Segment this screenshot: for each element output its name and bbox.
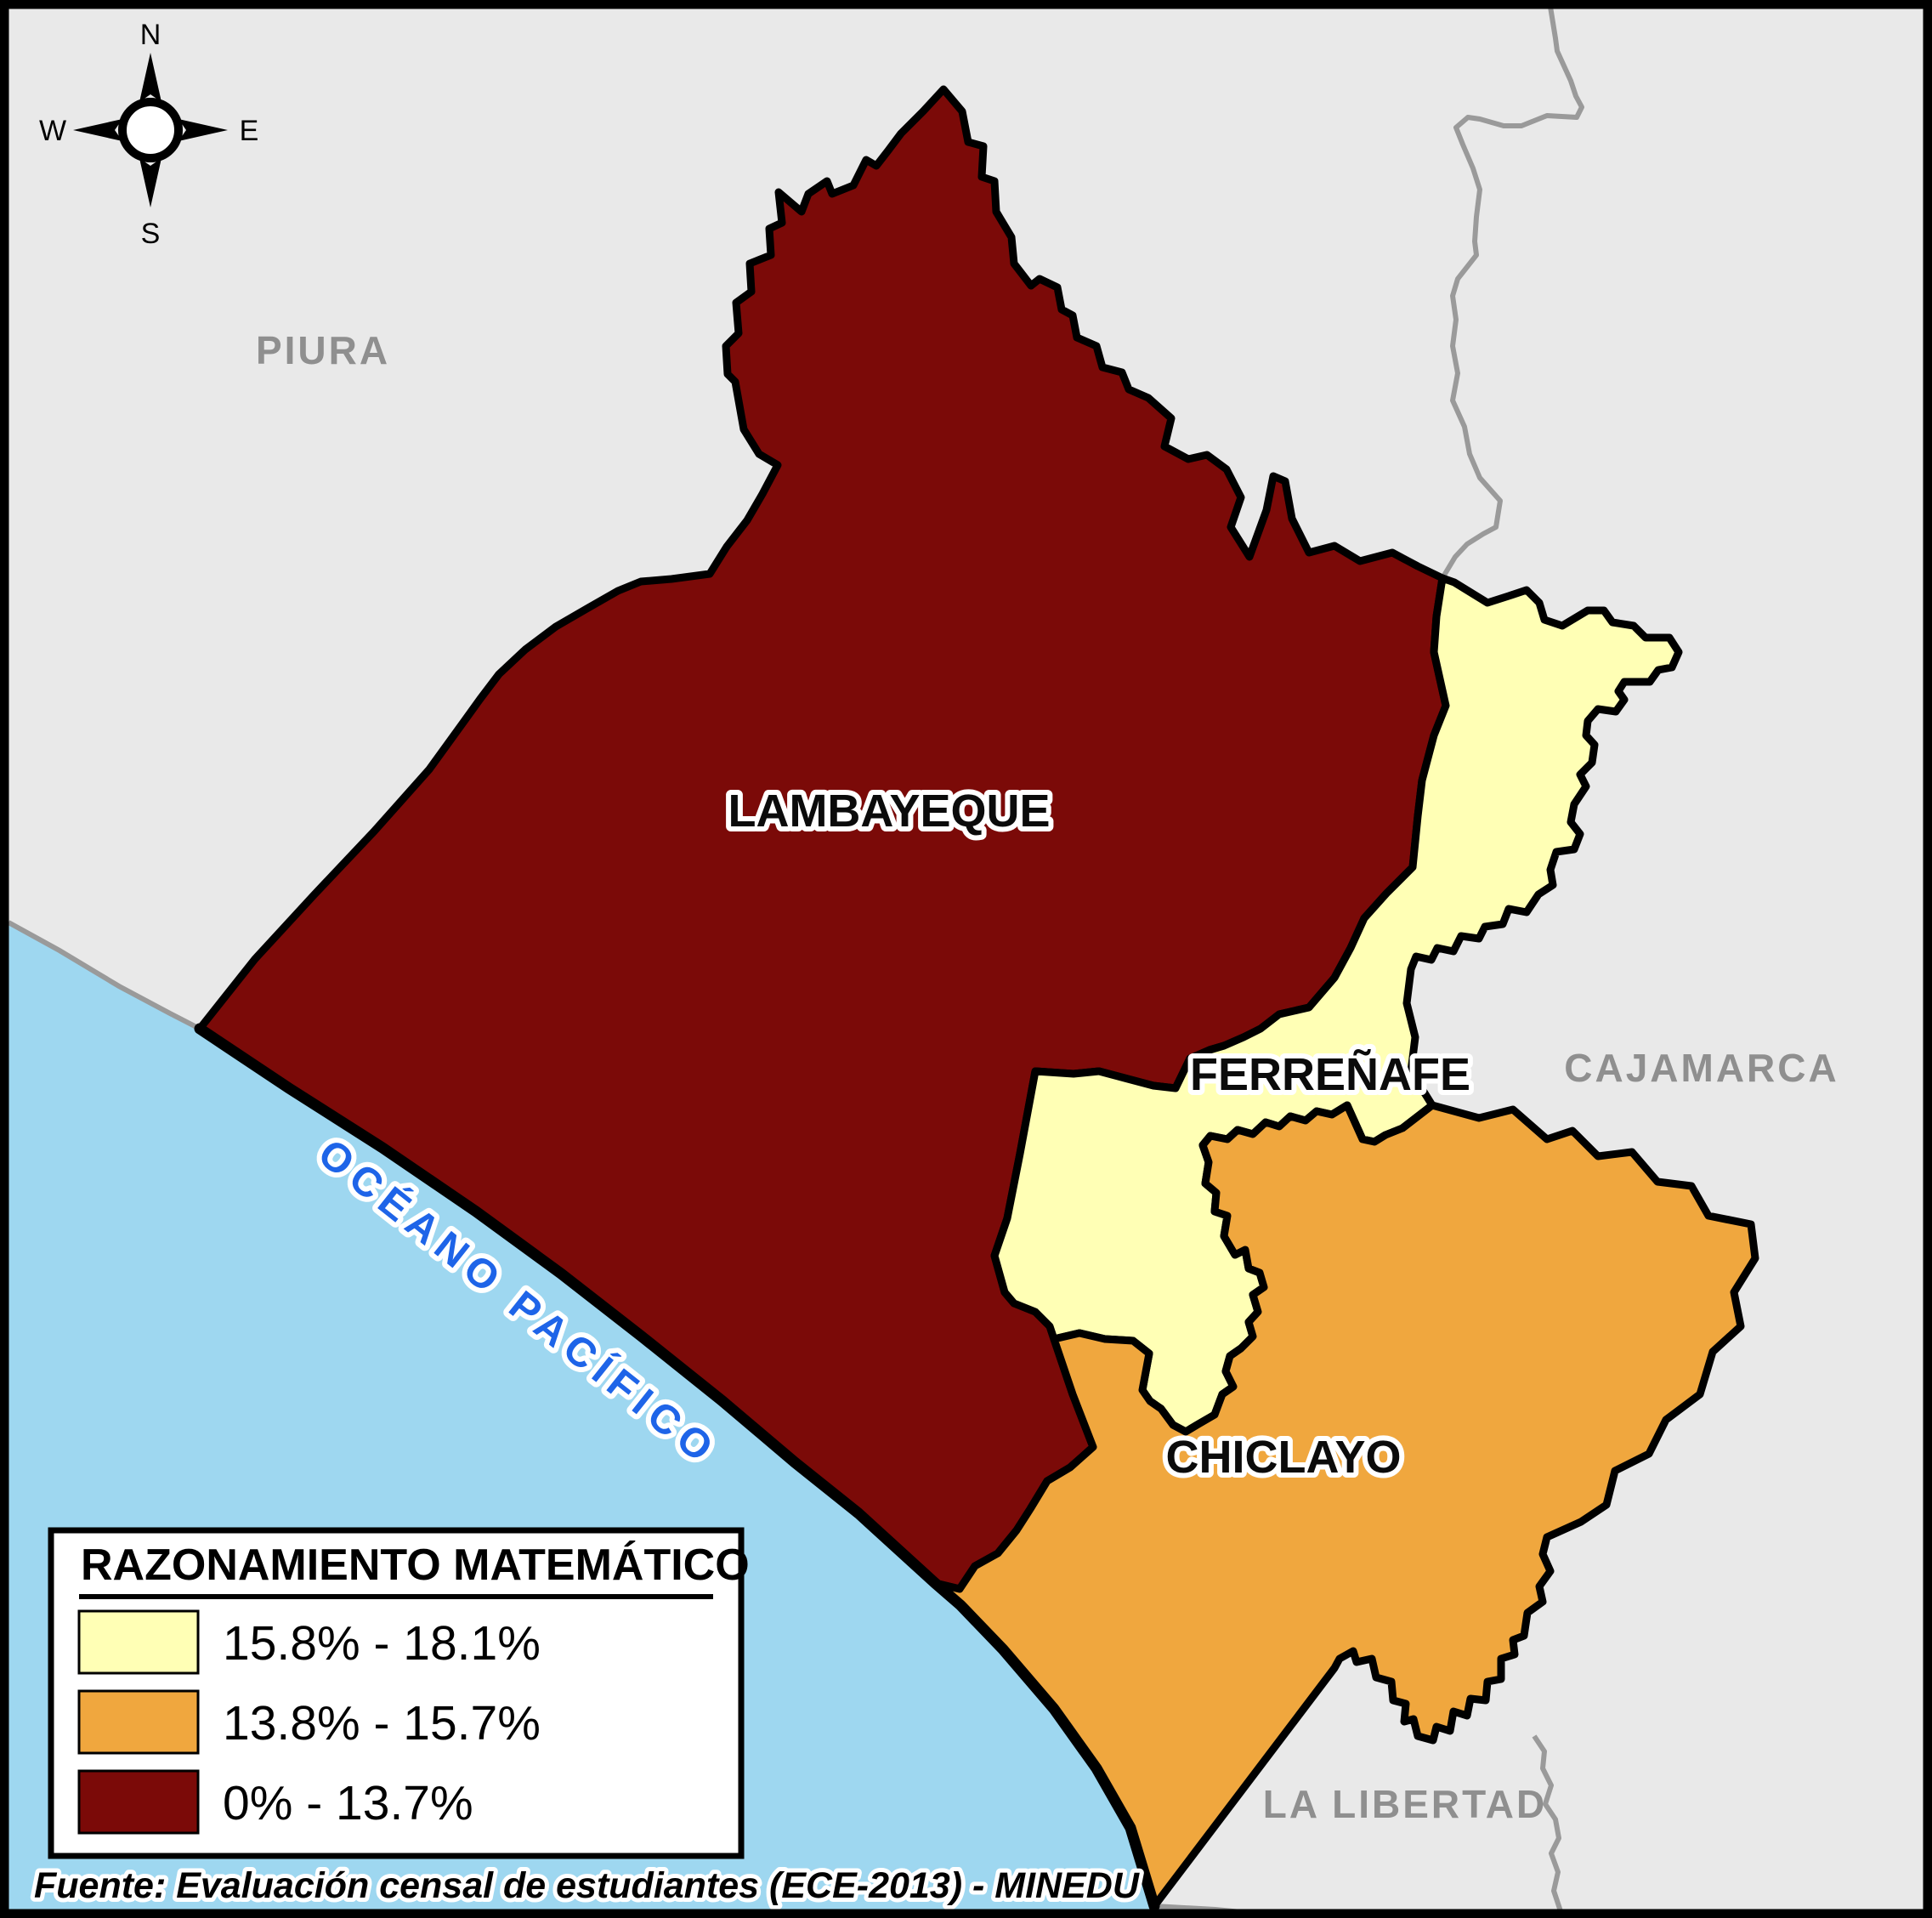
label-piura: PIURA bbox=[256, 328, 390, 372]
legend: RAZONAMIENTO MATEMÁTICO 15.8% - 18.1% 13… bbox=[48, 1527, 750, 1859]
compass-n: N bbox=[140, 19, 161, 51]
border-piura-cajamarca bbox=[1440, 6, 1584, 580]
label-chiclayo: CHICLAYO bbox=[1165, 1432, 1401, 1483]
legend-title: RAZONAMIENTO MATEMÁTICO bbox=[81, 1541, 750, 1590]
legend-label-low: 0% - 13.7% bbox=[223, 1776, 473, 1830]
piura-coastline bbox=[7, 920, 201, 1031]
region-chiclayo bbox=[931, 1101, 1759, 1910]
label-la-libertad: LA LIBERTAD bbox=[1263, 1782, 1548, 1826]
border-cajamarca-la-libertad bbox=[1532, 1734, 1563, 1912]
label-lambayeque: LAMBAYEQUE bbox=[728, 786, 1050, 837]
label-cajamarca: CAJAMARCA bbox=[1564, 1046, 1839, 1090]
legend-label-high: 15.8% - 18.1% bbox=[223, 1616, 541, 1671]
label-ferrenafe: FERREÑAFE bbox=[1190, 1049, 1470, 1100]
coastline bbox=[194, 1023, 1160, 1912]
compass-rose-icon: N S W E bbox=[39, 19, 258, 250]
source-note: Fuente: Evaluación censal de estudiantes… bbox=[34, 1865, 1140, 1906]
compass-s: S bbox=[141, 218, 161, 250]
legend-swatch-mid bbox=[77, 1689, 200, 1755]
legend-swatch-high bbox=[77, 1609, 200, 1675]
legend-label-mid: 13.8% - 15.7% bbox=[223, 1696, 541, 1751]
compass-w: W bbox=[39, 115, 66, 147]
legend-swatch-low bbox=[77, 1769, 200, 1835]
compass-e: E bbox=[240, 115, 259, 147]
